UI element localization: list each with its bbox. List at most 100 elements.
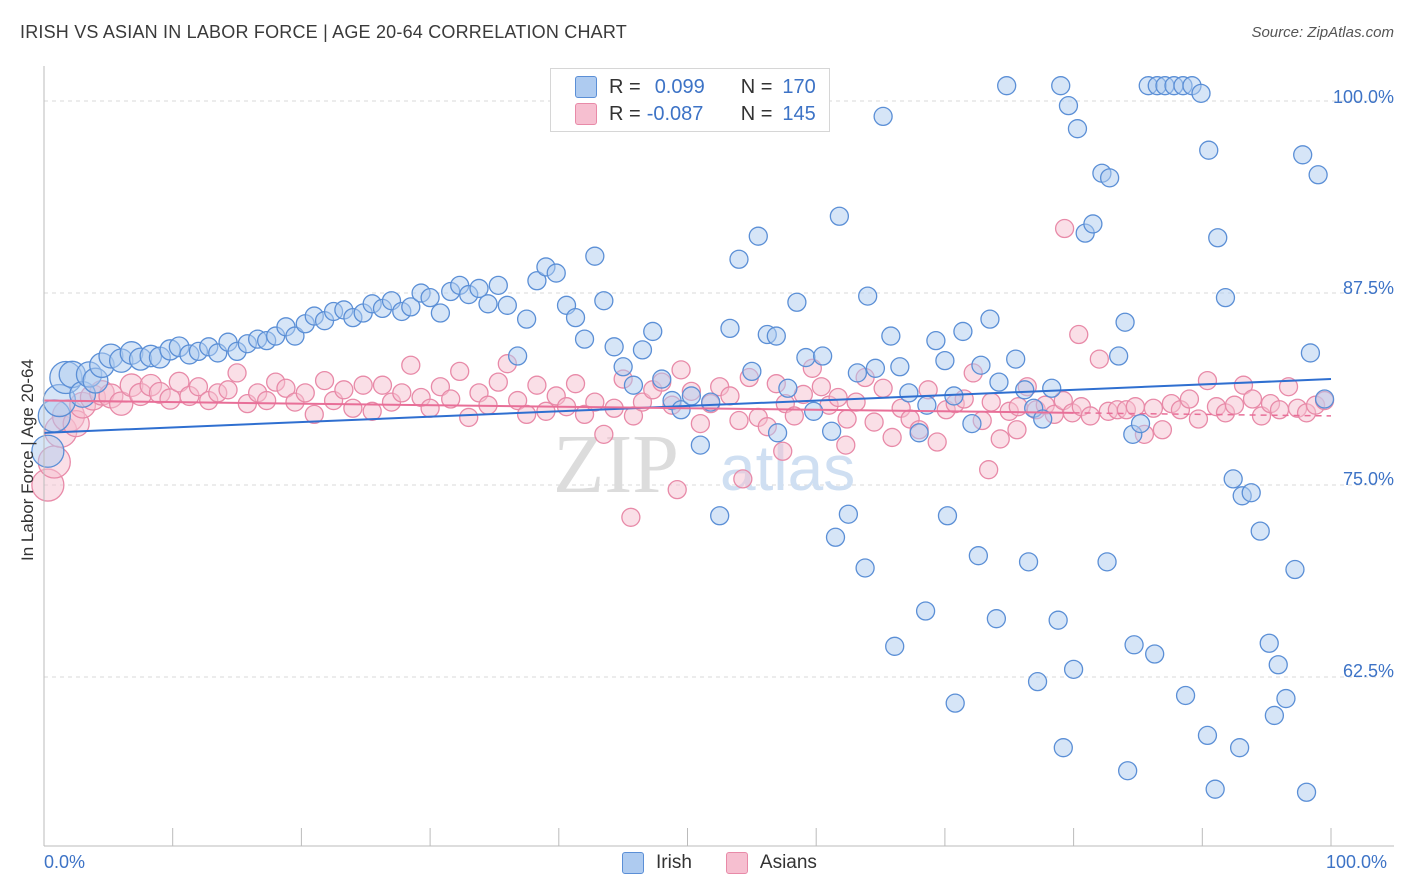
irish-point xyxy=(825,527,846,547)
irish-point xyxy=(971,355,991,375)
x-tick-label-1: 100.0% xyxy=(1326,852,1388,872)
irish-point xyxy=(1259,633,1279,653)
irish-point xyxy=(1175,685,1196,706)
irish-point xyxy=(690,435,711,455)
asians-point xyxy=(1188,409,1209,429)
asians-point xyxy=(392,383,412,403)
irish-point xyxy=(1241,483,1261,503)
asians-trend-line-extension xyxy=(1073,412,1332,417)
watermark-zip: ZIP xyxy=(553,418,679,511)
irish-point xyxy=(574,329,595,349)
irish-point xyxy=(516,309,537,329)
irish-point xyxy=(701,392,721,412)
irish-point xyxy=(1027,671,1048,692)
asians-point xyxy=(188,377,209,397)
irish-point xyxy=(909,423,929,443)
y-tick-label-87-5: 87.5% xyxy=(1342,278,1394,298)
bottom-legend-asians: Asians xyxy=(725,852,817,874)
irish-point xyxy=(507,346,528,366)
irish-point xyxy=(953,321,973,342)
asians-point xyxy=(227,363,247,383)
irish-point xyxy=(1264,705,1285,726)
irish-swatch xyxy=(575,76,597,98)
asians-point xyxy=(720,386,740,406)
legend-r-label: R = xyxy=(609,102,641,125)
asians-point xyxy=(667,479,687,500)
irish-point xyxy=(742,361,762,382)
irish-point xyxy=(488,275,508,296)
asians-point xyxy=(362,401,382,421)
irish-point xyxy=(1191,83,1211,104)
irish-point xyxy=(778,378,798,398)
irish-point xyxy=(926,331,946,351)
legend-r-value: -0.087 xyxy=(646,102,704,125)
irish-point xyxy=(915,601,936,621)
asians-point xyxy=(1089,349,1109,369)
legend-n-value: 170 xyxy=(782,75,816,98)
irish-point xyxy=(980,309,1000,329)
x-tick-label-0: 0.0% xyxy=(44,852,86,872)
asians-point xyxy=(257,390,277,411)
asians-point xyxy=(864,412,884,432)
asians-point xyxy=(430,377,451,397)
asians-point xyxy=(218,380,238,400)
irish-point xyxy=(945,693,965,713)
asians-point xyxy=(1197,370,1218,391)
irish-swatch xyxy=(622,852,644,874)
irish-point xyxy=(1197,725,1218,746)
asians-point xyxy=(276,378,296,398)
asians-point xyxy=(304,404,324,425)
asians-point xyxy=(1007,420,1027,440)
irish-point xyxy=(420,287,440,308)
irish-point xyxy=(1058,95,1079,116)
irish-point xyxy=(1205,779,1225,799)
irish-point xyxy=(594,291,614,311)
bottom-legend-irish: Irish xyxy=(622,852,692,874)
irish-point xyxy=(968,546,989,566)
irish-point xyxy=(681,386,702,406)
asians-point xyxy=(441,389,461,409)
bottom-legend-asians-label: Asians xyxy=(759,852,817,873)
irish-point xyxy=(1097,552,1117,572)
asians-point xyxy=(632,392,653,412)
asians-point xyxy=(1242,389,1263,409)
irish-point xyxy=(401,297,421,317)
asians-swatch xyxy=(575,103,597,125)
irish-point xyxy=(652,369,672,389)
irish-point xyxy=(803,401,824,421)
asians-point xyxy=(507,390,528,411)
legend-row-irish: R = 0.099 N = 170 xyxy=(575,74,816,100)
irish-point xyxy=(899,383,919,403)
irish-point xyxy=(1268,655,1288,675)
asians-point xyxy=(420,398,440,418)
irish-point xyxy=(729,249,749,269)
asians-point xyxy=(459,407,479,428)
irish-point xyxy=(527,271,547,291)
asians-point xyxy=(334,380,354,400)
irish-point xyxy=(710,506,730,526)
asians-points xyxy=(31,218,1335,527)
irish-point xyxy=(565,307,586,328)
irish-point xyxy=(829,206,850,226)
asians-point xyxy=(1179,389,1200,409)
irish-point xyxy=(1053,738,1073,758)
irish-point xyxy=(1199,140,1219,160)
irish-point xyxy=(430,303,451,323)
irish-point xyxy=(885,636,905,656)
asians-point xyxy=(784,406,804,426)
irish-point xyxy=(1208,228,1228,248)
asians-point xyxy=(1152,420,1173,440)
irish-point xyxy=(720,318,740,339)
asians-point xyxy=(343,398,363,418)
irish-point xyxy=(1250,521,1270,541)
y-tick-label-62-5: 62.5% xyxy=(1342,661,1394,681)
irish-point xyxy=(1293,145,1313,165)
asians-point xyxy=(1069,324,1089,345)
irish-point xyxy=(767,423,788,443)
asians-point xyxy=(353,375,373,395)
asians-point xyxy=(1278,377,1299,397)
bottom-legend: Irish Asians xyxy=(622,852,851,874)
irish-point xyxy=(937,506,958,526)
irish-point xyxy=(962,413,982,434)
asians-point xyxy=(1224,395,1245,415)
